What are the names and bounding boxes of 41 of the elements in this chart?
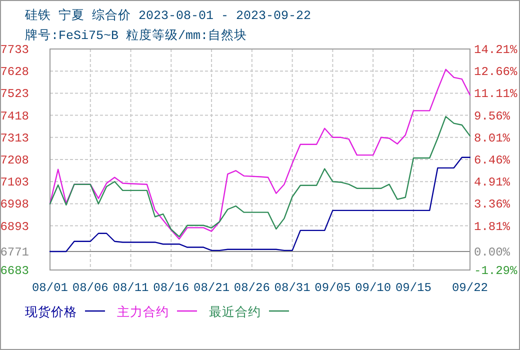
y2-tick-label: 1.81% [474,220,511,234]
y2-tick-label: 4.91% [474,176,511,190]
legend-label: 最近合约 [209,305,261,320]
y2-tick-label: 12.66% [474,65,518,80]
y2-tick-label: 6.46% [474,154,511,168]
x-tick-label: 08/01 [32,281,68,295]
y-tick-label: 7103 [0,176,29,190]
x-tick-label: 09/10 [355,281,392,295]
x-tick-label: 08/06 [72,281,108,295]
y-tick-label: 7418 [0,109,29,124]
line-series [49,68,471,240]
x-tick-label: 09/05 [314,281,351,295]
y-tick-label: 7313 [0,131,29,146]
x-tick-label: 08/31 [274,281,310,295]
y2-tick-label: 14.21% [474,43,518,57]
y2-tick-label: 11.11% [474,87,518,102]
x-tick-label: 08/16 [153,281,190,295]
y-tick-label: 6683 [0,264,29,278]
y2-tick-label: 3.36% [474,198,511,212]
y2-tick-label: 9.56% [474,109,511,124]
y2-tick-label: 8.01% [474,131,511,146]
y-tick-label: 6998 [0,198,29,212]
y2-tick-label: 0.00% [474,246,511,260]
line-series [49,156,471,252]
x-tick-label: 08/21 [194,281,230,295]
y-tick-label: 6893 [0,220,29,234]
legend-label: 主力合约 [117,304,169,320]
y-tick-label: 7208 [0,154,29,168]
y2-tick-label: -1.29% [474,264,518,278]
y-tick-label: 7733 [0,43,29,57]
y-tick-label: 6771 [0,245,29,260]
x-tick-label: 09/15 [395,281,432,295]
x-tick-label: 08/26 [234,281,270,295]
legend-label: 现货价格 [25,305,77,320]
chart-subtitle: 牌号:FeSi75~B 粒度等级/mm:自然块 [25,27,248,43]
y-tick-label: 7628 [0,65,29,80]
y-tick-label: 7523 [0,87,29,102]
x-tick-label: 08/11 [112,281,149,295]
x-tick-label: 09/22 [452,281,488,295]
line-series [49,116,471,238]
chart-title: 硅铁 宁夏 综合价 2023-08-01 - 2023-09-22 [24,7,312,23]
